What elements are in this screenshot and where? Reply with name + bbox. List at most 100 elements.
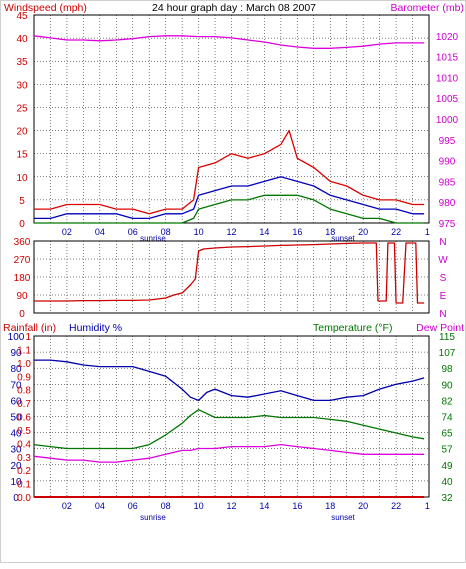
humidity-tick-label: 20 — [10, 461, 22, 472]
rain-tick-label: 0.4 — [17, 439, 31, 450]
time-tick-label: 10 — [194, 501, 204, 511]
humidity-line — [34, 359, 425, 402]
barometer-tick-label: 990 — [439, 157, 456, 168]
wind-tick-label: 35 — [16, 57, 28, 68]
time-tick-label: 12 — [226, 501, 236, 511]
temperature-tick-label: 65 — [441, 429, 453, 440]
wind-gust-line — [34, 129, 425, 215]
compass-tick-label: S — [440, 273, 447, 284]
barometer-tick-label: 975 — [439, 219, 456, 230]
temperature-tick-label: 40 — [441, 477, 453, 488]
humidity-tick-label: 90 — [10, 348, 22, 359]
temperature-tick-label: 98 — [441, 364, 453, 375]
temperature-tick-label: 57 — [441, 445, 453, 456]
rain-tick-label: 1.0 — [17, 359, 31, 370]
rain-tick-label: 0.1 — [17, 480, 31, 491]
barometer-tick-label: 1005 — [436, 94, 459, 105]
time-tick-label: 20 — [358, 227, 368, 237]
wind-tick-label: 45 — [16, 11, 28, 22]
humidity-tick-label: 0 — [13, 493, 19, 504]
compass-tick-label: E — [440, 291, 447, 302]
barometer-tick-label: 985 — [439, 177, 456, 188]
time-tick-label: 12 — [226, 227, 236, 237]
time-tick-label: 14 — [259, 227, 269, 237]
sunrise-label-top: sunrise — [140, 234, 166, 243]
left-axis-title-wind: Windspeed (mph) — [4, 2, 87, 14]
rain-tick-label: 0.0 — [17, 493, 31, 504]
temperature-tick-label: 115 — [439, 332, 455, 343]
time-tick-label: 08 — [161, 227, 171, 237]
barometer-tick-label: 1015 — [436, 53, 459, 64]
time-tick-label: 22 — [391, 501, 401, 511]
rain-axis-title: Rainfall (in) — [3, 322, 56, 334]
time-tick-label: 22 — [391, 227, 401, 237]
direction-tick-label: 180 — [14, 273, 31, 284]
time-tick-label: 06 — [128, 227, 138, 237]
wind-average-line — [34, 176, 425, 220]
chart-title: 24 hour graph day : March 08 2007 — [152, 2, 316, 14]
temperature-tick-label: 49 — [441, 461, 453, 472]
time-tick-label: 1 — [425, 227, 430, 237]
time-tick-label: 02 — [62, 501, 72, 511]
humidity-tick-label: 70 — [10, 380, 22, 391]
rain-tick-label: 1.1 — [17, 345, 31, 356]
barometer-line — [33, 35, 425, 49]
time-tick-label: 16 — [292, 227, 302, 237]
time-tick-label: 06 — [128, 501, 138, 511]
time-tick-label: 10 — [194, 227, 204, 237]
temperature-tick-label: 107 — [439, 348, 456, 359]
time-tick-label: 08 — [161, 501, 171, 511]
wind-tick-label: 25 — [16, 103, 28, 114]
rain-tick-label: 0.5 — [17, 426, 31, 437]
dew-point-line — [33, 443, 425, 463]
humidity-tick-label: 30 — [10, 445, 22, 456]
wind-direction-line — [34, 242, 425, 304]
wind-tick-label: 30 — [16, 80, 28, 91]
rain-tick-label: 1 — [25, 332, 31, 343]
dew-point-axis-title: Dew Point — [416, 322, 464, 334]
wind-low-line — [34, 194, 425, 224]
compass-tick-label: N — [439, 237, 446, 248]
temperature-axis-title: Temperature (°F) — [313, 322, 392, 334]
panel-frame-wind — [33, 14, 430, 224]
humidity-tick-label: 60 — [10, 396, 22, 407]
barometer-tick-label: 995 — [439, 136, 456, 147]
temperature-tick-label: 32 — [441, 493, 453, 504]
rain-tick-label: 0.9 — [17, 372, 31, 383]
sunset-label-top: sunset — [331, 234, 355, 243]
wind-tick-label: 15 — [16, 150, 28, 161]
humidity-tick-label: 40 — [10, 429, 22, 440]
time-tick-label: 1 — [425, 501, 430, 511]
time-tick-label: 02 — [62, 227, 72, 237]
time-tick-label: 20 — [358, 501, 368, 511]
wind-tick-label: 5 — [19, 196, 25, 207]
sunset-label-bottom: sunset — [331, 513, 355, 522]
barometer-tick-label: 1020 — [436, 32, 459, 43]
humidity-axis-title: Humidity % — [69, 322, 122, 334]
time-tick-label: 18 — [325, 501, 335, 511]
sunrise-label-bottom: sunrise — [140, 513, 166, 522]
rain-tick-label: 0.2 — [17, 466, 31, 477]
humidity-tick-label: 80 — [10, 364, 22, 375]
time-tick-label: 14 — [259, 501, 269, 511]
temperature-tick-label: 82 — [441, 396, 453, 407]
time-tick-label: 16 — [292, 501, 302, 511]
barometer-tick-label: 1000 — [436, 115, 459, 126]
humidity-tick-label: 10 — [10, 477, 22, 488]
wind-tick-label: 0 — [19, 219, 25, 230]
barometer-tick-label: 980 — [439, 198, 456, 209]
humidity-tick-label: 100 — [8, 332, 25, 343]
wind-tick-label: 10 — [16, 173, 28, 184]
wind-tick-label: 40 — [16, 34, 28, 45]
direction-tick-label: 270 — [14, 255, 31, 266]
right-axis-title-barometer: Barometer (mb) — [390, 2, 464, 14]
time-tick-label: 18 — [325, 227, 335, 237]
time-tick-label: 04 — [95, 227, 105, 237]
barometer-tick-label: 1010 — [436, 73, 459, 84]
direction-tick-label: 0 — [19, 309, 25, 320]
rain-tick-label: 0.8 — [17, 386, 31, 397]
compass-tick-label: W — [438, 255, 448, 266]
rain-tick-label: 0.3 — [17, 453, 31, 464]
